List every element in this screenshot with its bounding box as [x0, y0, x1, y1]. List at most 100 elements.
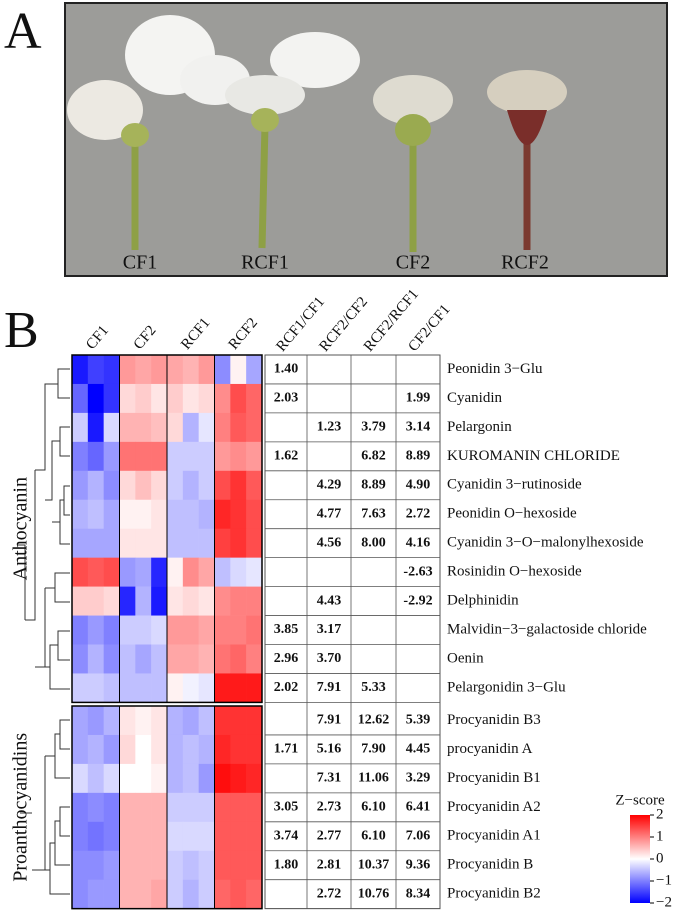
fold-change: 7.91	[317, 680, 342, 695]
heatmap-cell	[214, 792, 231, 823]
colorbar-tick-label: −1	[656, 872, 672, 888]
heatmap-cell	[72, 734, 89, 765]
colorbar-tick-label: 0	[656, 850, 664, 866]
flowers	[67, 15, 567, 252]
heatmap-cell	[119, 355, 136, 385]
fold-change: 4.16	[406, 535, 431, 550]
fold-change: 3.17	[317, 622, 342, 637]
fold-change: 11.06	[358, 771, 389, 786]
heatmap-cell	[119, 706, 136, 736]
colorbar-tick-label: −2	[656, 894, 672, 910]
heatmap-cell	[119, 879, 136, 909]
heatmap-cell	[87, 706, 104, 736]
heatmap-cell	[167, 383, 184, 414]
heatmap-cell	[151, 821, 168, 852]
heatmap-cell	[135, 763, 152, 794]
heatmap-cell	[103, 792, 120, 823]
heatmap-cell	[135, 706, 152, 736]
heatmap-cell	[246, 412, 263, 443]
heatmap-cell	[151, 355, 168, 385]
heatmap-cell	[151, 734, 168, 765]
photo-label: RCF2	[501, 252, 549, 274]
fold-change: 4.43	[317, 593, 342, 608]
heatmap-cell	[72, 615, 89, 645]
photo-label: RCF1	[241, 252, 289, 274]
heatmap-cell	[198, 792, 215, 823]
heatmap-cell	[246, 734, 263, 765]
heatmap-cell	[103, 706, 120, 736]
heatmap-cell	[72, 557, 89, 587]
heatmap-cell	[214, 557, 231, 587]
row-label: Procyanidin A1	[447, 828, 541, 844]
row-label: Rosinidin O−hexoside	[447, 564, 582, 580]
row-label: Procyanidin A2	[447, 799, 541, 815]
heatmap-cell	[135, 673, 152, 703]
fold-change: 2.73	[317, 800, 342, 815]
fold-change: 5.33	[361, 680, 386, 695]
heatmap-cell	[103, 586, 120, 616]
heatmap-cell	[72, 821, 89, 852]
fold-change: 2.96	[274, 651, 299, 666]
heatmap-cell	[230, 706, 247, 736]
heatmap-cell	[182, 615, 199, 645]
fold-change-header: CF2/CF1	[405, 302, 453, 355]
heatmap-cell	[151, 673, 168, 703]
heatmap-cell	[182, 821, 199, 852]
heatmap-cell	[214, 644, 231, 674]
fold-change: 8.89	[406, 449, 431, 464]
heatmap-cell	[182, 528, 199, 558]
heatmap-cell	[246, 792, 263, 823]
heatmap-cell	[87, 879, 104, 909]
heatmap-cell	[214, 615, 231, 645]
heatmap-cell	[135, 734, 152, 765]
heatmap-cell	[72, 383, 89, 414]
heatmap-cell	[87, 850, 104, 880]
heatmap-cell	[119, 383, 136, 414]
heatmap-cell	[151, 383, 168, 414]
heatmap-cell	[103, 850, 120, 880]
heatmap-cell	[182, 644, 199, 674]
row-label: Procyanidin B3	[447, 712, 541, 728]
heatmap-cell	[167, 528, 184, 558]
column-header: RCF1	[178, 315, 213, 353]
fold-change: 7.06	[406, 828, 431, 843]
fold-change: 7.63	[361, 506, 386, 521]
heatmap-cell	[72, 586, 89, 616]
heatmap-cell	[87, 615, 104, 645]
heatmap-cell	[214, 355, 231, 385]
heatmap-cell	[230, 821, 247, 852]
heatmap-cell	[214, 528, 231, 558]
heatmap-cell	[151, 615, 168, 645]
heatmap-cell	[198, 734, 215, 765]
heatmap-cell	[103, 470, 120, 501]
heatmap-cell	[87, 734, 104, 765]
colorbar-tick-label: 2	[656, 806, 664, 822]
heatmap-cell	[119, 615, 136, 645]
fold-change: 8.89	[361, 477, 386, 492]
fold-change: 2.03	[274, 391, 299, 406]
heatmap-cell	[151, 879, 168, 909]
fold-change: 2.81	[317, 857, 342, 872]
heatmap-cell	[182, 412, 199, 443]
heatmap-cell	[135, 615, 152, 645]
heatmap-cell	[246, 586, 263, 616]
fold-change: 12.62	[358, 713, 390, 728]
column-header: CF2	[131, 323, 160, 353]
heatmap-cell	[182, 763, 199, 794]
heatmap-cell	[135, 879, 152, 909]
heatmap-cell	[167, 673, 184, 703]
fold-change: 6.10	[361, 828, 386, 843]
fold-change: 6.82	[361, 449, 386, 464]
heatmap-cell	[135, 383, 152, 414]
fold-change: 4.56	[317, 535, 342, 550]
heatmap-cell	[198, 441, 215, 472]
row-label: Procyanidin B1	[447, 770, 541, 786]
heatmap-cell	[119, 850, 136, 880]
fold-change: 10.76	[358, 886, 390, 901]
heatmap-cell	[214, 734, 231, 765]
heatmap-cell	[167, 879, 184, 909]
heatmap-cell	[103, 441, 120, 472]
heatmap-cell	[246, 499, 263, 529]
heatmap-cell	[135, 499, 152, 529]
heatmap-cell	[230, 763, 247, 794]
